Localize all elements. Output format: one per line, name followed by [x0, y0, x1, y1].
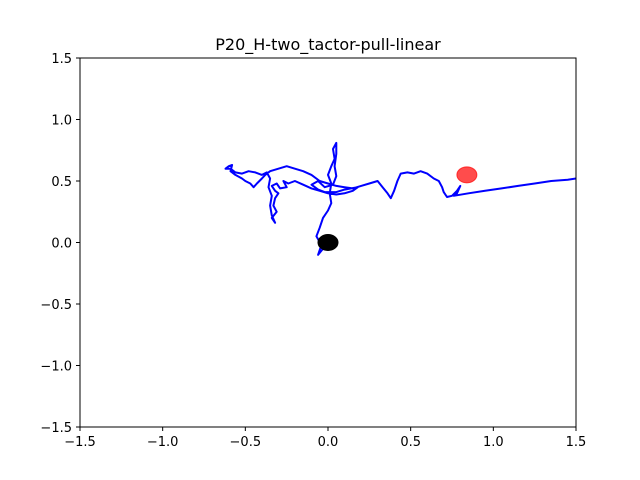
x-tick-label: 0.5 — [400, 435, 421, 450]
plot-area — [224, 141, 576, 256]
target-marker — [456, 166, 478, 184]
y-tick-label: −0.5 — [40, 298, 72, 313]
x-axis: −1.5 −1.0 −0.5 0.0 0.5 1.0 1.5 — [64, 427, 586, 450]
y-tick-label: 0.0 — [51, 237, 72, 252]
x-tick-label: 1.5 — [566, 435, 587, 450]
y-tick-label: 1.5 — [51, 52, 72, 67]
y-tick-label: 1.0 — [51, 114, 72, 129]
start-marker — [317, 234, 339, 251]
x-tick-label: −1.0 — [147, 435, 179, 450]
chart-title: P20_H-two_tactor-pull-linear — [215, 35, 441, 55]
y-tick-label: −1.0 — [40, 360, 72, 375]
trajectory-line — [224, 141, 576, 256]
y-tick-label: 0.5 — [51, 175, 72, 190]
x-tick-label: 1.0 — [483, 435, 504, 450]
plot-frame — [79, 57, 577, 428]
y-tick-label: −1.5 — [40, 421, 72, 436]
x-tick-label: 0.0 — [318, 435, 339, 450]
x-tick-label: −1.5 — [64, 435, 96, 450]
x-tick-label: −0.5 — [230, 435, 262, 450]
y-axis: −1.5 −1.0 −0.5 0.0 0.5 1.0 1.5 — [40, 52, 80, 436]
